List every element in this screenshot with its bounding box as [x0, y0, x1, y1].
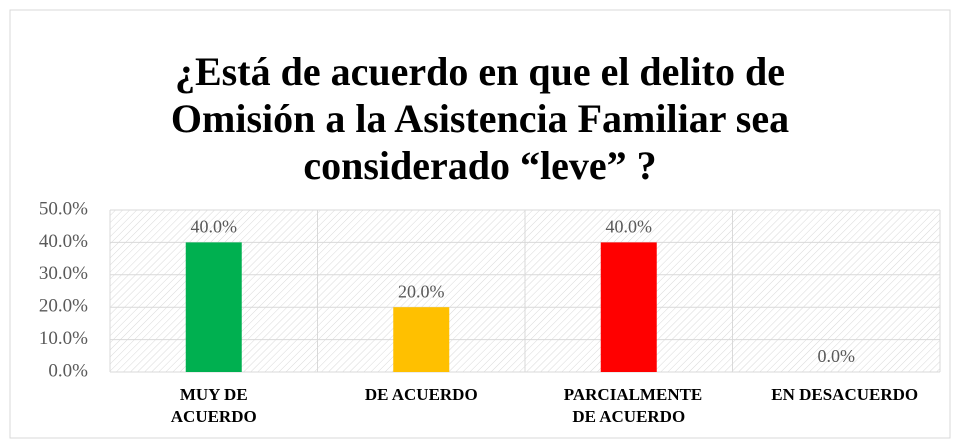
- data-label: 20.0%: [398, 281, 445, 301]
- bar: [185, 242, 242, 372]
- chart-title: considerado “leve” ?: [303, 143, 656, 188]
- data-label: 0.0%: [818, 346, 856, 366]
- bar: [393, 307, 450, 372]
- x-tick-label: EN DESACUERDO: [771, 385, 919, 404]
- y-tick-label: 30.0%: [39, 263, 88, 284]
- x-tick-label: PARCIALMENTE DE ACUERDO: [563, 385, 703, 426]
- y-tick-label: 40.0%: [39, 231, 88, 252]
- y-tick-label: 20.0%: [39, 296, 88, 317]
- y-tick-label: 10.0%: [39, 328, 88, 349]
- data-label: 40.0%: [191, 217, 238, 237]
- x-tick-label: MUY DE ACUERDO: [170, 385, 257, 426]
- bar: [600, 242, 657, 372]
- chart-title: ¿Está de acuerdo en que el delito de: [175, 49, 785, 94]
- y-tick-label: 50.0%: [39, 198, 88, 219]
- x-tick-label: DE ACUERDO: [364, 385, 478, 404]
- chart-title: Omisión a la Asistencia Familiar sea: [171, 96, 789, 141]
- y-tick-label: 0.0%: [48, 360, 88, 381]
- data-label: 40.0%: [606, 217, 653, 237]
